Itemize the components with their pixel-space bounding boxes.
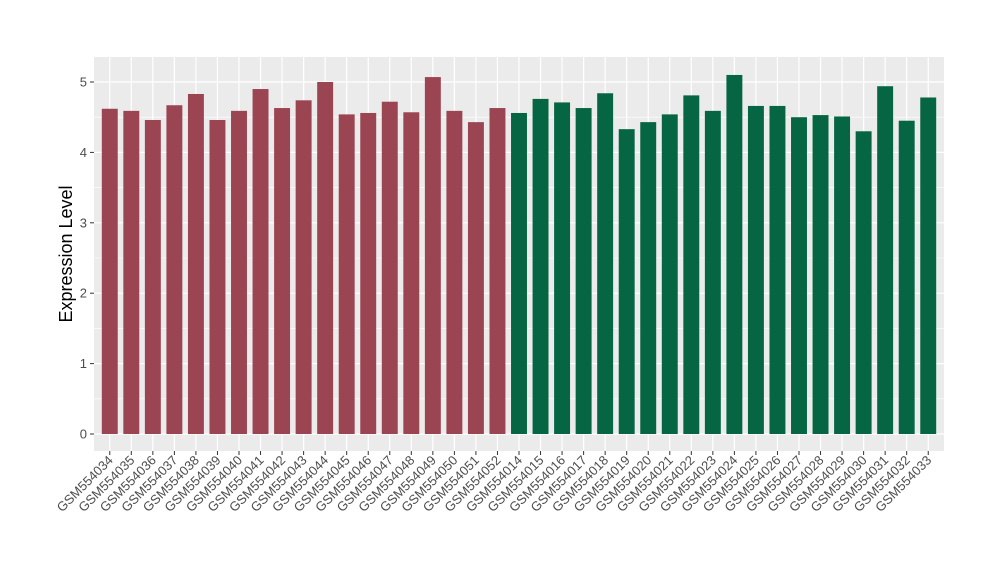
bar-GSM554034 (101, 108, 118, 434)
bar-GSM554023 (704, 110, 721, 434)
bar-GSM554040 (231, 110, 247, 434)
y-tick-label: 5 (80, 75, 87, 90)
bar-GSM554049 (424, 77, 441, 435)
bar-GSM554029 (834, 116, 851, 434)
y-axis: 0 1 2 3 4 5 (80, 75, 94, 442)
x-axis: GSM554034GSM554035GSM554036GSM554037GSM5… (54, 451, 934, 515)
bar-GSM554025 (747, 105, 764, 434)
bar-GSM554015 (532, 98, 549, 435)
bar-GSM554032 (898, 120, 915, 434)
bar-GSM554022 (683, 95, 700, 434)
bar-GSM554052 (489, 108, 506, 434)
bar-GSM554041 (252, 89, 269, 434)
bar-GSM554028 (812, 115, 829, 434)
bar-GSM554021 (661, 114, 678, 434)
bar-GSM554051 (467, 122, 484, 435)
bars (101, 74, 937, 435)
y-tick-label: 3 (80, 215, 87, 230)
bar-GSM554018 (597, 93, 614, 434)
bar-GSM554037 (166, 105, 183, 435)
bar-GSM554046 (360, 112, 377, 434)
bar-GSM554020 (640, 122, 657, 435)
bar-GSM554044 (317, 82, 334, 434)
y-tick-label: 1 (80, 356, 87, 371)
bar-GSM554026 (769, 105, 786, 434)
bar-GSM554027 (791, 117, 807, 434)
bar-GSM554019 (618, 129, 635, 434)
bar-GSM554024 (726, 74, 743, 435)
y-axis-title: Expression Level (56, 185, 76, 322)
bar-GSM554014 (511, 112, 527, 434)
bar-GSM554043 (295, 100, 312, 434)
bar-GSM554030 (855, 131, 872, 434)
bar-GSM554050 (446, 110, 463, 434)
y-tick-label: 2 (80, 286, 87, 301)
bar-GSM554048 (403, 112, 420, 434)
bar-GSM554047 (381, 101, 398, 434)
bar-GSM554045 (338, 114, 355, 434)
y-tick-label: 4 (80, 145, 87, 160)
bar-GSM554036 (144, 120, 161, 435)
bar-GSM554039 (209, 120, 226, 435)
bar-GSM554016 (554, 102, 571, 434)
y-tick-label: 0 (80, 427, 87, 442)
bar-GSM554035 (123, 110, 140, 434)
bar-GSM554017 (575, 108, 592, 434)
bar-GSM554031 (877, 86, 894, 434)
bar-GSM554042 (274, 108, 291, 434)
bar-GSM554038 (187, 93, 204, 434)
bar-GSM554033 (920, 97, 937, 434)
